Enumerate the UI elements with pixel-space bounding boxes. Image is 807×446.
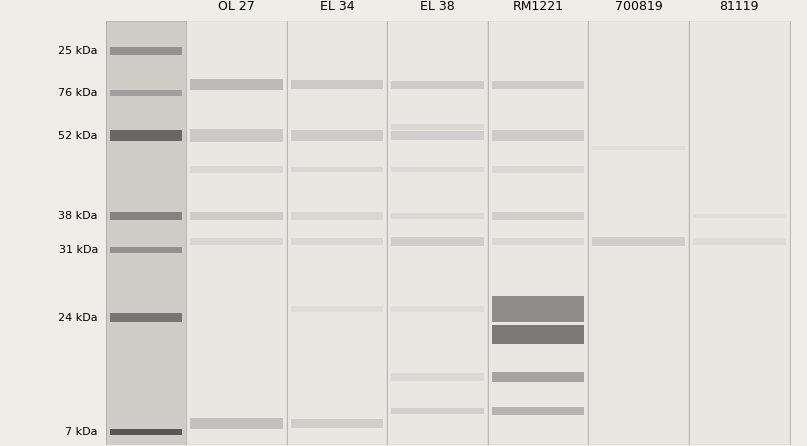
Bar (291, 306, 383, 312)
Text: OL 27: OL 27 (218, 0, 255, 13)
Bar (190, 238, 283, 245)
Bar (387, 21, 488, 445)
Bar (492, 238, 584, 244)
Bar (286, 21, 387, 445)
Text: RM1221: RM1221 (512, 0, 564, 13)
Bar (592, 237, 685, 246)
Bar (291, 419, 383, 428)
Bar (488, 21, 588, 445)
Bar (110, 47, 182, 55)
Bar (391, 373, 484, 381)
Bar (291, 130, 383, 141)
Bar (186, 21, 286, 445)
Bar (693, 214, 785, 218)
Bar (391, 131, 484, 140)
Bar (190, 212, 283, 220)
Text: 81119: 81119 (720, 0, 759, 13)
Bar (391, 306, 484, 312)
Bar (391, 124, 484, 130)
Bar (492, 297, 584, 322)
Text: EL 34: EL 34 (320, 0, 354, 13)
Bar (110, 247, 182, 253)
Bar (190, 166, 283, 173)
Bar (110, 314, 182, 322)
Bar (492, 325, 584, 344)
Bar (190, 79, 283, 90)
Bar (391, 167, 484, 172)
Bar (106, 21, 186, 445)
Bar (492, 406, 584, 415)
Text: 38 kDa: 38 kDa (58, 211, 98, 221)
Bar (492, 372, 584, 382)
Bar (689, 21, 789, 445)
Text: 31 kDa: 31 kDa (59, 245, 98, 255)
Bar (588, 21, 689, 445)
Bar (291, 238, 383, 244)
Bar (391, 237, 484, 246)
FancyBboxPatch shape (106, 21, 789, 445)
Bar (110, 130, 182, 141)
Bar (492, 81, 584, 89)
Bar (291, 80, 383, 89)
Text: 24 kDa: 24 kDa (58, 313, 98, 322)
Bar (391, 213, 484, 219)
Text: 700819: 700819 (615, 0, 663, 13)
Bar (391, 81, 484, 89)
Bar (693, 238, 785, 244)
Bar (110, 212, 182, 220)
Bar (592, 146, 685, 150)
Bar (190, 129, 283, 142)
Text: 76 kDa: 76 kDa (58, 88, 98, 98)
Text: 52 kDa: 52 kDa (58, 131, 98, 140)
Text: 25 kDa: 25 kDa (58, 46, 98, 56)
Text: EL 38: EL 38 (420, 0, 455, 13)
Bar (492, 130, 584, 141)
Bar (391, 408, 484, 414)
Bar (110, 429, 182, 435)
Bar (291, 167, 383, 172)
Bar (492, 212, 584, 220)
Bar (190, 418, 283, 429)
Text: 7 kDa: 7 kDa (65, 427, 98, 437)
Bar (291, 212, 383, 220)
Bar (110, 90, 182, 96)
Bar (492, 166, 584, 173)
